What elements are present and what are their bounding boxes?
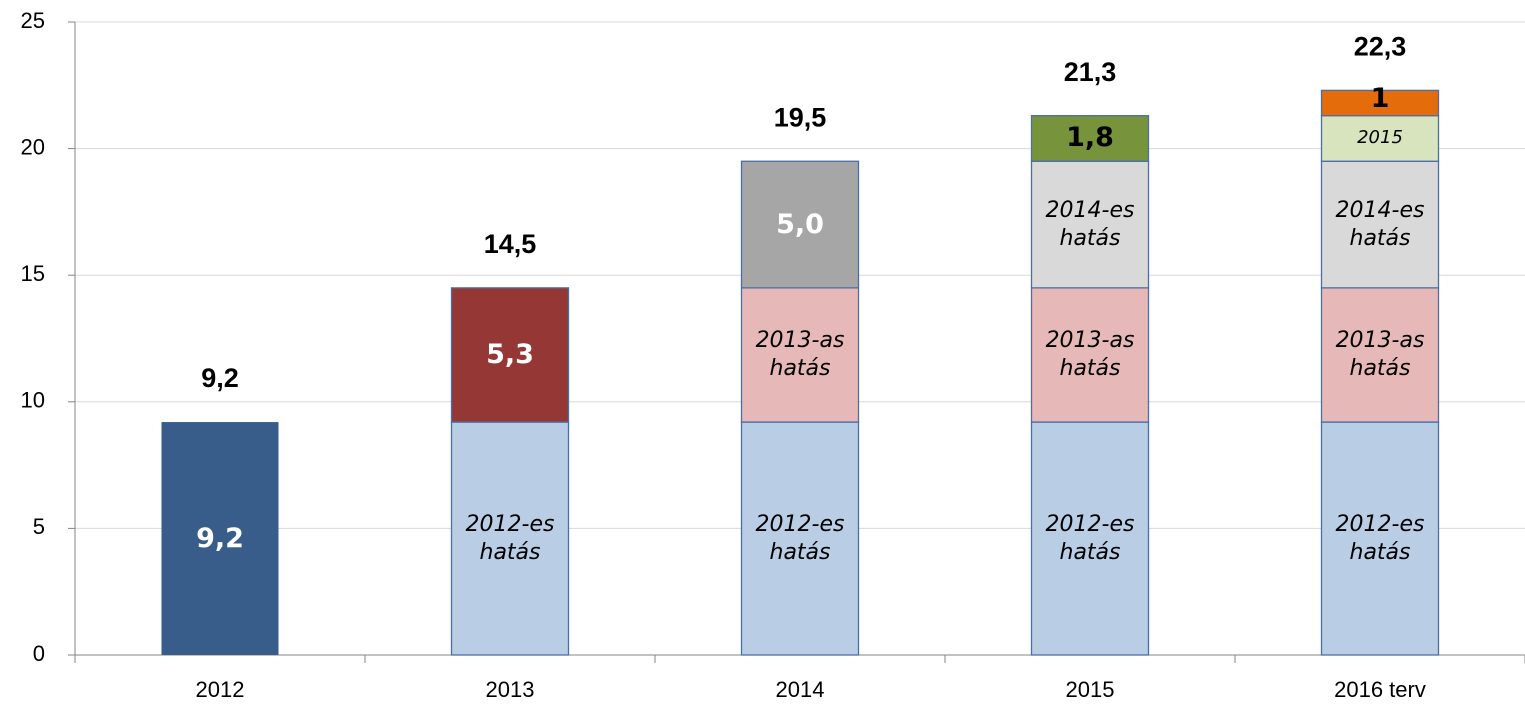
segment-label: 2014-es hatás (1045, 197, 1135, 251)
segment-label: 5,0 (776, 208, 824, 240)
total-label: 22,3 (1354, 31, 1407, 61)
segment-label: 2012-es hatás (755, 511, 845, 565)
segment-label-box: 5,3 (486, 338, 534, 370)
total-label: 14,5 (484, 229, 537, 259)
bar-segment (1030, 421, 1150, 656)
total-label: 9,2 (201, 363, 239, 393)
segment-label: 2014-es hatás (1335, 197, 1425, 251)
segment-label-box: 1 (1370, 84, 1390, 115)
segment-label-box: 2015 (1357, 127, 1403, 149)
segment-label-box: 2014-es hatás (1335, 197, 1425, 251)
segment-label: 2012-es hatás (465, 511, 555, 565)
bar-segment (1320, 160, 1440, 289)
bar-segment (450, 287, 570, 423)
bar-segment (1320, 115, 1440, 162)
bar-segment (740, 160, 860, 289)
segment-label-box: 2013-as hatás (1335, 327, 1425, 381)
y-tick-label: 20 (21, 134, 45, 159)
x-tick-label: 2013 (486, 677, 535, 702)
segment-label-box: 2012-es hatás (465, 511, 555, 565)
segment-label: 2012-es hatás (1045, 511, 1135, 565)
y-tick-label: 25 (21, 8, 45, 33)
segment-label: 9,2 (196, 522, 244, 554)
x-tick-label: 2016 terv (1334, 677, 1426, 702)
segment-label: 2013-as hatás (1045, 327, 1135, 381)
bar-segment (740, 421, 860, 656)
segment-label-box: 9,2 (196, 522, 244, 554)
segment-label-box: 2012-es hatás (1335, 511, 1425, 565)
x-tick-label: 2012 (196, 677, 245, 702)
segment-label: 2013-as hatás (755, 327, 845, 381)
y-tick-label: 10 (21, 388, 45, 413)
x-tick-label: 2014 (776, 677, 825, 702)
x-tick-label: 2015 (1066, 677, 1115, 702)
segment-label: 2013-as hatás (1335, 327, 1425, 381)
bar-segment (1320, 421, 1440, 656)
segment-label: 1,8 (1066, 122, 1114, 154)
segment-label-box: 2012-es hatás (1045, 511, 1135, 565)
y-tick-label: 5 (33, 514, 45, 539)
y-tick-label: 15 (21, 261, 45, 286)
bar-segment (1320, 89, 1440, 117)
y-tick-label: 0 (33, 641, 45, 666)
total-label: 21,3 (1064, 57, 1117, 87)
bar-segment (161, 422, 279, 655)
segment-label-box: 1,8 (1066, 122, 1114, 154)
segment-label: 2012-es hatás (1335, 511, 1425, 565)
bar-segment (450, 421, 570, 656)
segment-label-box: 2014-es hatás (1045, 197, 1135, 251)
segment-label: 2015 (1357, 127, 1403, 149)
segment-label: 5,3 (486, 338, 534, 370)
segment-label: 1 (1370, 84, 1390, 115)
segment-label-box: 5,0 (776, 208, 824, 240)
segment-label-box: 2012-es hatás (755, 511, 845, 565)
segment-label-box: 2013-as hatás (1045, 327, 1135, 381)
bar-segment (1030, 115, 1150, 162)
bar-segment (1030, 287, 1150, 423)
bar-segment (1320, 287, 1440, 423)
total-label: 19,5 (774, 102, 827, 132)
segment-label-box: 2013-as hatás (755, 327, 845, 381)
